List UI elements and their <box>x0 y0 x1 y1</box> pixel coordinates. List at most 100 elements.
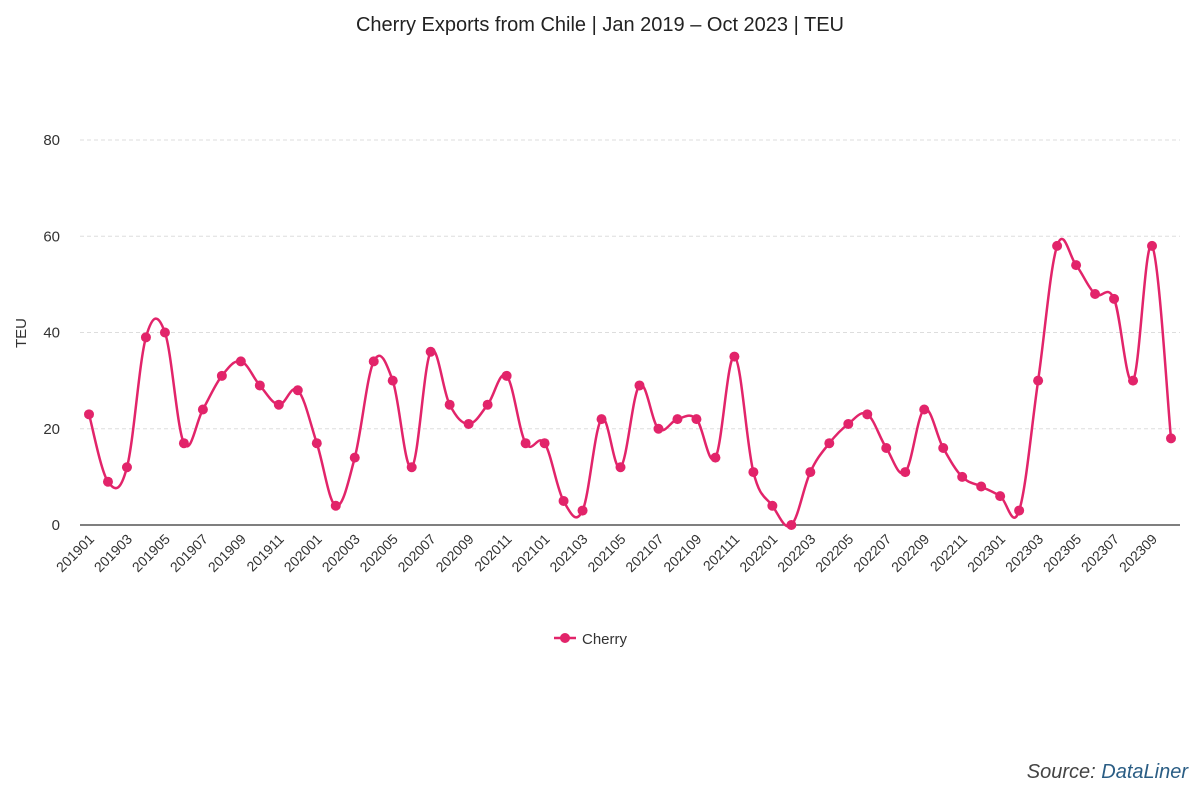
x-tick-label: 202107 <box>622 531 666 575</box>
data-point <box>1147 240 1158 251</box>
data-point <box>178 438 189 449</box>
data-point <box>330 500 341 511</box>
y-tick-label: 40 <box>43 325 60 342</box>
data-point <box>976 481 987 492</box>
data-point <box>482 399 493 410</box>
data-point <box>767 500 778 511</box>
y-tick-label: 0 <box>52 517 60 534</box>
series-line-cherry <box>87 237 1173 528</box>
x-tick-label: 202105 <box>584 531 628 575</box>
data-point <box>843 418 854 429</box>
data-point <box>824 438 835 449</box>
data-point <box>197 404 208 415</box>
x-tick-label: 202109 <box>660 531 704 575</box>
data-point <box>1071 260 1082 271</box>
data-point <box>957 471 968 482</box>
data-point <box>558 495 569 506</box>
x-tick-label: 202201 <box>736 531 780 575</box>
x-tick-label: 202207 <box>850 531 894 575</box>
legend-label: Cherry <box>582 631 628 648</box>
source-note: Source: DataLiner <box>1027 761 1188 784</box>
x-tick-label: 202203 <box>774 531 818 575</box>
data-point <box>292 385 303 396</box>
data-point <box>1109 293 1120 304</box>
x-tick-label: 201901 <box>53 531 97 575</box>
x-tick-label: 202007 <box>394 531 438 575</box>
data-point <box>634 380 645 391</box>
y-axis-label: TEU <box>13 318 30 348</box>
data-point <box>1033 375 1044 386</box>
data-point <box>615 462 626 473</box>
data-point <box>368 356 379 367</box>
x-tick-label: 202001 <box>281 531 325 575</box>
data-point <box>729 351 740 362</box>
data-point <box>938 443 949 453</box>
x-tick-label: 202005 <box>356 531 400 575</box>
data-point <box>311 438 322 449</box>
x-tick-label: 202103 <box>546 531 590 575</box>
data-point <box>520 438 531 449</box>
x-tick-label: 202011 <box>471 531 515 575</box>
data-point <box>159 327 170 338</box>
y-tick-label: 80 <box>43 132 60 149</box>
data-point <box>216 370 227 381</box>
data-point <box>235 356 246 367</box>
legend-marker-icon <box>560 633 570 643</box>
x-tick-label: 202305 <box>1040 531 1084 575</box>
x-tick-label: 201907 <box>167 531 211 575</box>
data-point <box>596 414 607 425</box>
x-tick-label: 201903 <box>91 531 135 575</box>
x-tick-label: 202009 <box>432 531 476 575</box>
data-point <box>862 409 873 420</box>
data-point <box>140 332 151 343</box>
data-point <box>653 423 664 434</box>
data-point <box>1128 375 1139 386</box>
x-tick-label: 202205 <box>812 531 856 575</box>
data-point <box>995 491 1006 502</box>
x-tick-label: 202101 <box>508 531 552 575</box>
data-point <box>1166 433 1176 444</box>
x-tick-label: 202211 <box>927 531 971 575</box>
data-point <box>710 452 721 463</box>
data-point <box>539 438 550 449</box>
source-prefix: Source: <box>1026 761 1102 783</box>
data-point <box>1090 289 1101 299</box>
data-point <box>1014 505 1025 516</box>
data-point <box>254 380 265 391</box>
chart-title: Cherry Exports from Chile | Jan 2019 – O… <box>355 14 844 36</box>
data-point <box>748 467 759 478</box>
data-point <box>786 520 797 530</box>
data-point <box>881 443 892 453</box>
x-tick-label: 202111 <box>700 531 743 574</box>
x-tick-label: 202307 <box>1078 531 1122 575</box>
y-tick-label: 20 <box>43 421 60 438</box>
x-tick-label: 202209 <box>888 531 932 575</box>
data-point <box>1052 240 1063 251</box>
data-point <box>84 409 94 420</box>
y-tick-label: 60 <box>43 228 60 245</box>
data-point <box>919 404 930 415</box>
x-tick-label: 202301 <box>964 531 1008 575</box>
x-tick-label: 201909 <box>205 531 249 575</box>
x-tick-label: 201911 <box>243 531 287 575</box>
data-point <box>273 399 284 410</box>
data-point <box>577 505 588 516</box>
data-point <box>121 462 132 473</box>
data-point <box>805 467 816 478</box>
data-point <box>387 375 398 386</box>
data-point <box>425 346 436 357</box>
data-point <box>691 414 702 425</box>
data-point <box>900 467 911 478</box>
data-point <box>406 462 417 473</box>
data-point <box>672 414 683 425</box>
data-point <box>444 399 455 410</box>
data-point <box>501 370 512 381</box>
source-brand-link[interactable]: DataLiner <box>1101 761 1188 783</box>
x-tick-label: 202003 <box>319 531 363 575</box>
x-tick-label: 202303 <box>1002 531 1046 575</box>
x-tick-label: 202309 <box>1116 531 1160 575</box>
x-tick-label: 201905 <box>129 531 173 575</box>
data-point <box>463 418 474 429</box>
data-point <box>349 452 360 463</box>
